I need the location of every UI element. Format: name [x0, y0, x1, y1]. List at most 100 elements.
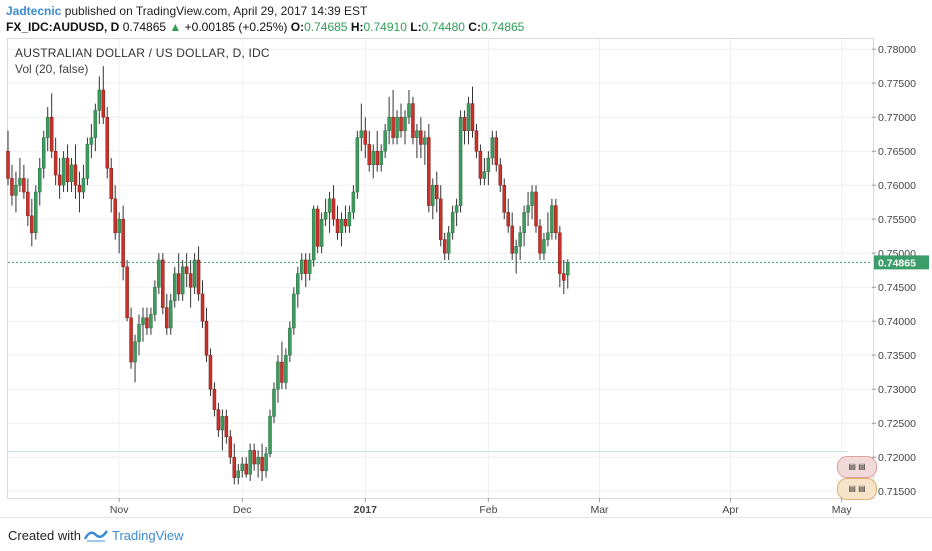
candle-body	[22, 178, 26, 193]
candle-body	[490, 137, 495, 159]
close-label: C:	[468, 20, 481, 34]
candle-body	[427, 137, 431, 206]
candle-body	[109, 167, 113, 200]
candle-body	[304, 259, 308, 274]
candle-body	[438, 198, 443, 240]
candle-body	[188, 273, 193, 288]
candle-body	[526, 205, 530, 213]
y-tick-label: 0.73000	[878, 384, 916, 396]
candle-body	[486, 157, 491, 172]
candle-body	[399, 116, 403, 132]
candle-body	[149, 314, 153, 329]
x-tick-label: Nov	[110, 504, 129, 516]
author-link[interactable]: Jadtecnic	[6, 4, 62, 18]
candle-body	[506, 212, 510, 227]
candle-body	[45, 116, 50, 138]
publish-line: Jadtecnic published on TradingView.com, …	[6, 4, 367, 18]
candle-body	[141, 317, 145, 325]
candle-body	[129, 317, 133, 363]
candle-body	[431, 184, 435, 206]
candle-body	[494, 137, 499, 166]
candle-body	[176, 273, 181, 295]
candle-body	[367, 144, 372, 166]
candle-body	[546, 232, 550, 240]
candle-body	[236, 470, 241, 478]
candle-body	[419, 130, 423, 145]
candle-body	[248, 450, 252, 475]
candle-body	[327, 198, 332, 213]
candle-body	[311, 208, 316, 261]
candle-body	[379, 150, 383, 166]
candle-body	[280, 361, 284, 383]
candle-body	[41, 137, 46, 169]
candle-body	[121, 218, 125, 268]
y-tick-label: 0.76500	[878, 146, 916, 158]
tradingview-link[interactable]: TradingView	[112, 528, 184, 543]
candle-body	[172, 273, 177, 302]
candle-body	[335, 218, 340, 234]
candle-body	[363, 130, 368, 145]
candle-body	[113, 198, 117, 234]
y-tick-label: 0.77000	[878, 112, 916, 124]
candle-body	[462, 116, 467, 132]
y-tick-label: 0.75500	[878, 214, 916, 226]
candle-body	[562, 273, 566, 281]
candle-body	[260, 456, 264, 472]
candle-body	[77, 184, 82, 193]
candle-body	[450, 212, 455, 234]
candle-body	[415, 130, 419, 138]
y-tick-label: 0.76000	[878, 180, 916, 192]
candle-body	[375, 150, 379, 166]
candle-body	[518, 232, 522, 247]
candle-body	[256, 456, 260, 465]
candle-body	[184, 266, 189, 274]
candle-body	[351, 191, 356, 213]
candle-body	[57, 174, 62, 186]
low-label: L:	[410, 20, 422, 34]
candle-body	[276, 361, 280, 390]
candle-body	[554, 205, 558, 234]
candle-body	[355, 137, 360, 193]
candle-body	[300, 259, 304, 274]
candle-body	[359, 130, 364, 138]
candle-body	[157, 259, 161, 288]
price-change: +0.00185 (+0.25%)	[184, 20, 288, 34]
publish-info: published on TradingView.com, April 29, …	[64, 4, 368, 18]
candle-body	[371, 150, 375, 166]
events-badge-2[interactable]: ▤ ▤	[837, 478, 877, 500]
candle-body	[268, 416, 272, 455]
candle-body	[442, 239, 447, 254]
candle-body	[264, 453, 268, 472]
tradingview-logo-icon[interactable]	[84, 528, 108, 542]
candle-body	[224, 416, 229, 438]
candle-body	[101, 89, 106, 118]
candle-body	[65, 157, 70, 183]
candle-body	[307, 259, 312, 274]
open-value: 0.74685	[304, 20, 348, 34]
chart-frame	[7, 38, 874, 499]
candle-body	[470, 103, 475, 132]
candle-body	[458, 116, 463, 206]
candle-body	[220, 416, 225, 431]
events-badge[interactable]: ▤ ▤	[837, 456, 877, 478]
candle-body	[85, 144, 90, 179]
candle-body	[534, 191, 538, 227]
candle-body	[240, 463, 244, 472]
candle-body	[208, 354, 213, 390]
candle-body	[26, 191, 30, 217]
candle-body	[180, 266, 185, 295]
candle-body	[387, 116, 391, 132]
candle-body	[292, 293, 296, 329]
candle-body	[145, 317, 149, 329]
candle-body	[137, 324, 141, 342]
candle-body	[53, 150, 58, 176]
volume-indicator-label[interactable]: Vol (20, false)	[15, 62, 89, 76]
candle-body	[323, 212, 328, 220]
candle-body	[454, 205, 459, 213]
candle-body	[272, 388, 276, 417]
candle-body	[478, 150, 483, 179]
us-flag-icon: ▤ ▤	[848, 462, 866, 471]
candle-body	[542, 239, 546, 254]
candle-body	[466, 103, 471, 132]
